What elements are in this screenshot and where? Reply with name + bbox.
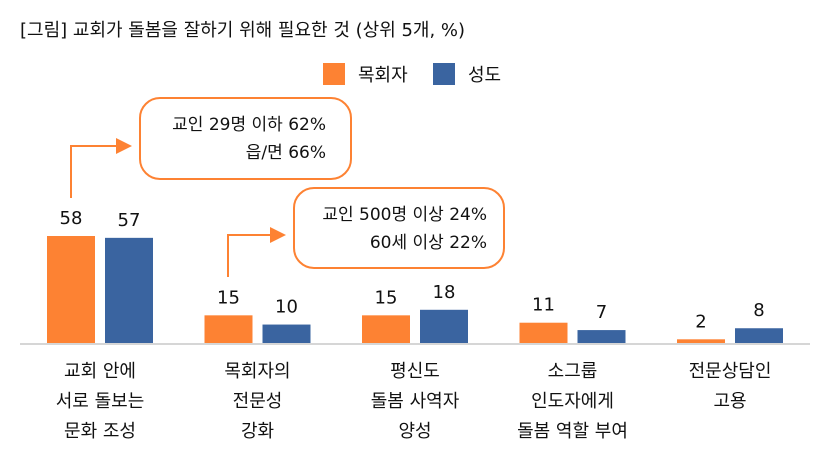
annotation-1: 교인 29명 이하 62% 읍/면 66% xyxy=(70,97,352,198)
x-tick-label: 소그룹 xyxy=(548,361,598,382)
data-label: 15 xyxy=(375,287,398,308)
data-label: 18 xyxy=(433,282,456,303)
x-tick-label: 목회자의 xyxy=(224,361,290,382)
annotation-2: 교인 500명 이상 24% 60세 이상 22% xyxy=(227,187,505,277)
bar-member xyxy=(577,330,626,343)
data-label: 10 xyxy=(275,297,298,318)
x-tick-label: 돌봄 역할 부여 xyxy=(517,421,628,442)
bar-pastor xyxy=(362,315,410,343)
annotation-arrow xyxy=(70,138,132,198)
data-label: 58 xyxy=(60,208,83,229)
x-tick-label: 전문상담인 xyxy=(689,361,772,382)
x-tick-label: 양성 xyxy=(398,421,431,442)
legend-label-member: 성도 xyxy=(468,65,501,86)
data-label: 8 xyxy=(753,300,764,321)
annotation-box xyxy=(139,97,352,180)
bar-pastor xyxy=(677,339,725,343)
data-label: 2 xyxy=(695,311,706,332)
x-tick-label: 전문성 xyxy=(233,391,283,412)
annotation-line: 교인 500명 이상 24% xyxy=(322,205,487,225)
bar-member xyxy=(420,309,468,343)
legend: 목회자 성도 xyxy=(323,63,501,86)
x-tick-label: 돌봄 사역자 xyxy=(371,391,460,412)
legend-swatch-member xyxy=(433,63,455,85)
data-label: 57 xyxy=(118,210,141,231)
x-tick-label: 강화 xyxy=(241,421,274,442)
bar-member xyxy=(105,237,153,343)
annotation-arrow xyxy=(227,227,286,277)
x-tick-label: 평신도 xyxy=(390,361,440,382)
x-tick-label: 문화 조성 xyxy=(64,421,136,442)
annotation-line: 읍/면 66% xyxy=(246,143,326,163)
legend-swatch-pastor xyxy=(323,63,345,85)
bar-pastor xyxy=(519,322,568,343)
bar-member xyxy=(735,328,783,343)
x-tick-label: 교회 안에 xyxy=(64,361,136,382)
bar-pastor xyxy=(204,315,253,343)
bar-member xyxy=(262,324,311,343)
x-tick-label: 서로 돌보는 xyxy=(56,391,145,412)
data-label: 7 xyxy=(596,302,607,323)
chart-title: [그림] 교회가 돌봄을 잘하기 위해 필요한 것 (상위 5개, %) xyxy=(20,20,465,41)
annotation-line: 교인 29명 이하 62% xyxy=(172,115,326,135)
x-tick-label: 고용 xyxy=(713,391,746,412)
data-label: 15 xyxy=(217,287,240,308)
annotation-box xyxy=(293,187,505,269)
legend-label-pastor: 목회자 xyxy=(358,65,408,86)
data-label: 11 xyxy=(532,295,555,316)
x-tick-label: 인도자에게 xyxy=(531,391,614,412)
bar-pastor xyxy=(47,236,95,343)
annotation-line: 60세 이상 22% xyxy=(370,233,487,253)
